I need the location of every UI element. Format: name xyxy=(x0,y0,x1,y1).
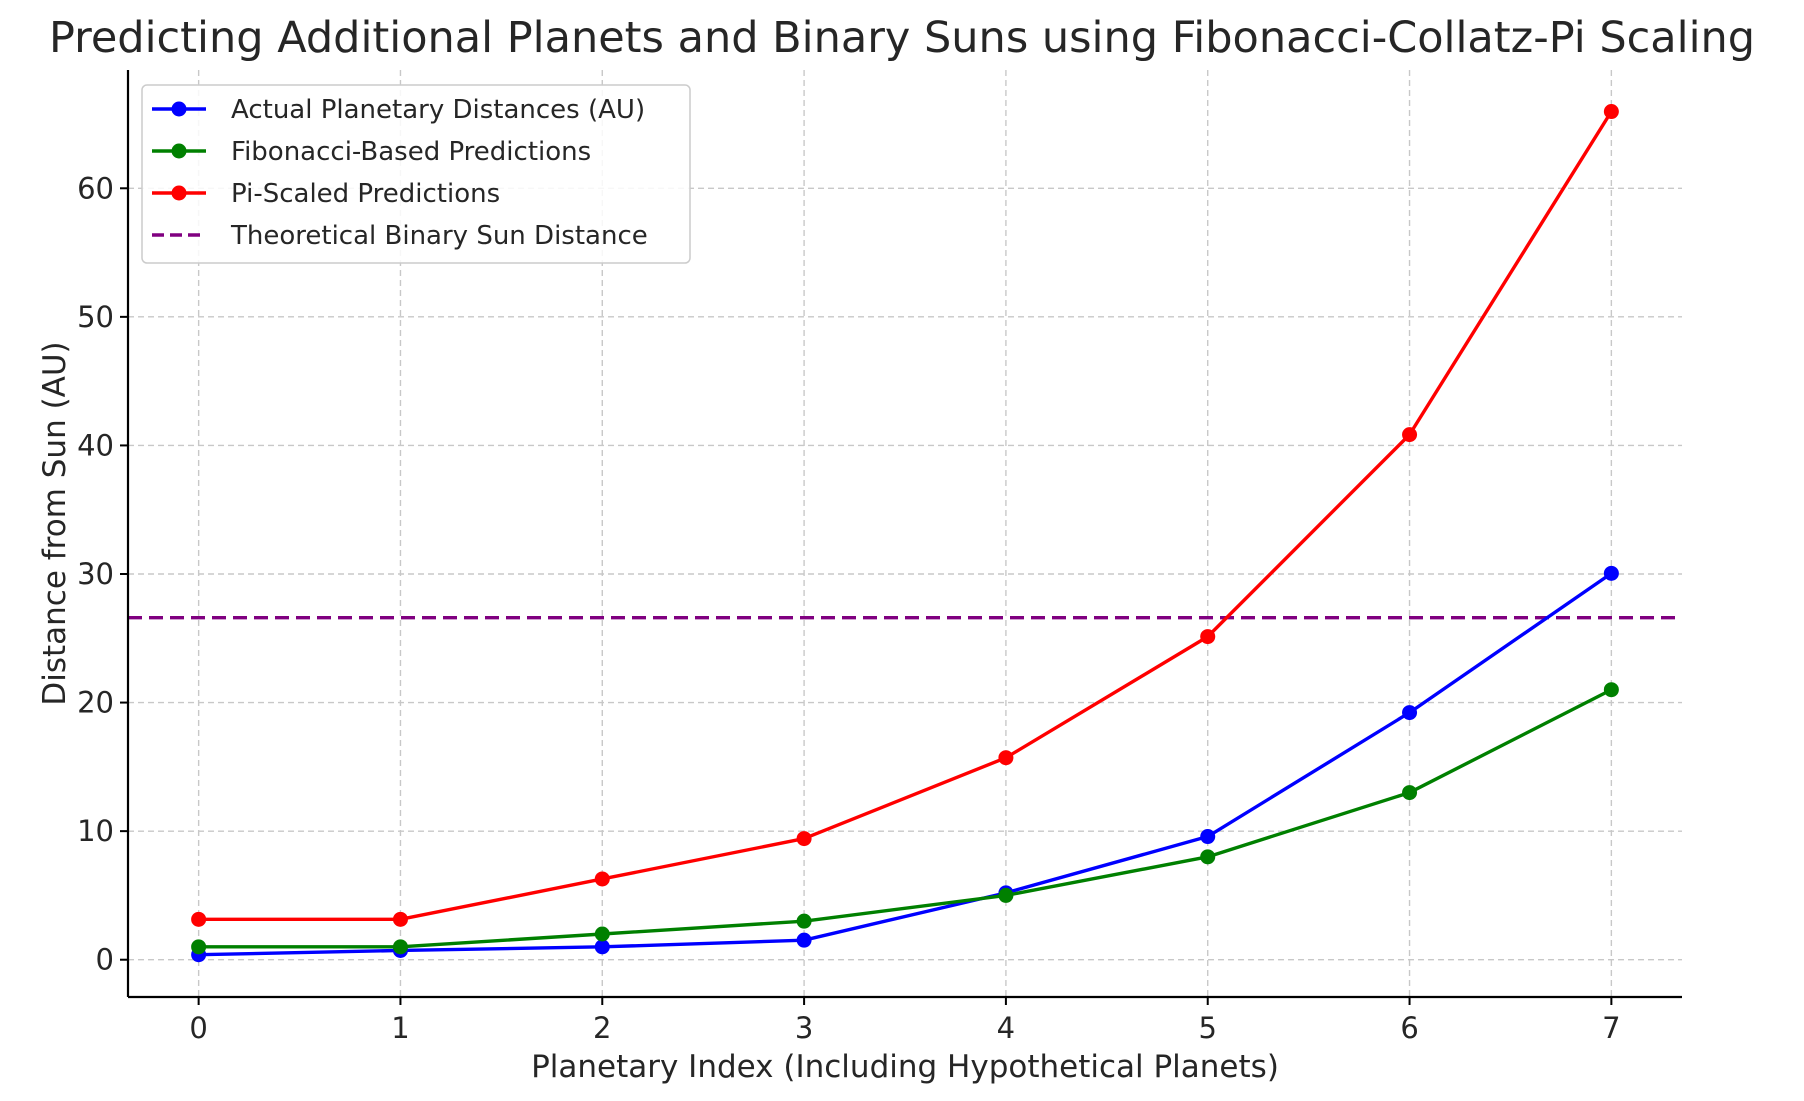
x-axis-label: Planetary Index (Including Hypothetical … xyxy=(531,1049,1279,1085)
data-point xyxy=(1402,427,1418,443)
data-point xyxy=(594,939,610,955)
legend: Actual Planetary Distances (AU) Fibonacci… xyxy=(141,84,691,264)
tick-labels: 0 1 2 3 4 5 6 7 0 10 20 30 40 50 60 xyxy=(77,171,1620,1045)
data-point xyxy=(1603,565,1619,581)
legend-entry: Actual Planetary Distances (AU) xyxy=(152,95,645,125)
data-point xyxy=(998,887,1014,903)
data-point xyxy=(392,911,408,927)
data-point xyxy=(594,871,610,887)
legend-label: Actual Planetary Distances (AU) xyxy=(231,95,645,125)
data-point xyxy=(191,911,207,927)
y-tick-label: 40 xyxy=(77,428,114,462)
data-point xyxy=(1603,682,1619,698)
series-line xyxy=(198,110,1613,922)
series-2 xyxy=(191,104,1619,927)
legend-marker xyxy=(171,185,187,201)
x-tick-label: 1 xyxy=(391,1011,409,1045)
data-point xyxy=(796,831,812,847)
legend-marker xyxy=(171,101,187,117)
y-tick-label: 20 xyxy=(77,686,114,720)
x-tick-label: 2 xyxy=(593,1011,611,1045)
y-axis-label: Distance from Sun (AU) xyxy=(37,341,73,705)
x-tick-label: 3 xyxy=(795,1011,813,1045)
data-point xyxy=(1200,849,1216,865)
data-point xyxy=(1200,829,1216,845)
data-point xyxy=(1200,629,1216,645)
y-tick-label: 10 xyxy=(77,814,114,848)
data-point xyxy=(1603,104,1619,120)
x-tick-label: 5 xyxy=(1199,1011,1217,1045)
series-0 xyxy=(191,565,1619,963)
data-point xyxy=(796,913,812,929)
data-point xyxy=(594,926,610,942)
x-tick-label: 7 xyxy=(1602,1011,1620,1045)
data-point xyxy=(1402,785,1418,801)
y-tick-label: 50 xyxy=(77,300,114,334)
axes xyxy=(120,70,1682,1005)
data-point xyxy=(796,932,812,948)
data-series xyxy=(191,104,1619,963)
y-tick-label: 30 xyxy=(77,557,114,591)
legend-entry: Pi-Scaled Predictions xyxy=(152,179,500,209)
series-line xyxy=(198,688,1613,949)
chart-title: Predicting Additional Planets and Binary… xyxy=(49,13,1755,63)
legend-entry: Theoretical Binary Sun Distance xyxy=(152,221,648,251)
legend-marker xyxy=(171,143,187,159)
y-tick-label: 0 xyxy=(96,943,114,977)
series-1 xyxy=(191,682,1619,955)
x-tick-label: 0 xyxy=(189,1011,207,1045)
data-point xyxy=(191,939,207,955)
data-point xyxy=(1402,705,1418,721)
data-point xyxy=(998,750,1014,766)
x-tick-label: 4 xyxy=(997,1011,1015,1045)
legend-label: Fibonacci-Based Predictions xyxy=(231,137,591,167)
y-tick-label: 60 xyxy=(77,171,114,205)
data-point xyxy=(392,939,408,955)
x-tick-label: 6 xyxy=(1400,1011,1418,1045)
legend-box xyxy=(141,84,691,264)
series-line xyxy=(198,571,1613,957)
legend-label: Theoretical Binary Sun Distance xyxy=(230,221,648,251)
legend-entry: Fibonacci-Based Predictions xyxy=(152,137,591,167)
legend-label: Pi-Scaled Predictions xyxy=(231,179,500,209)
